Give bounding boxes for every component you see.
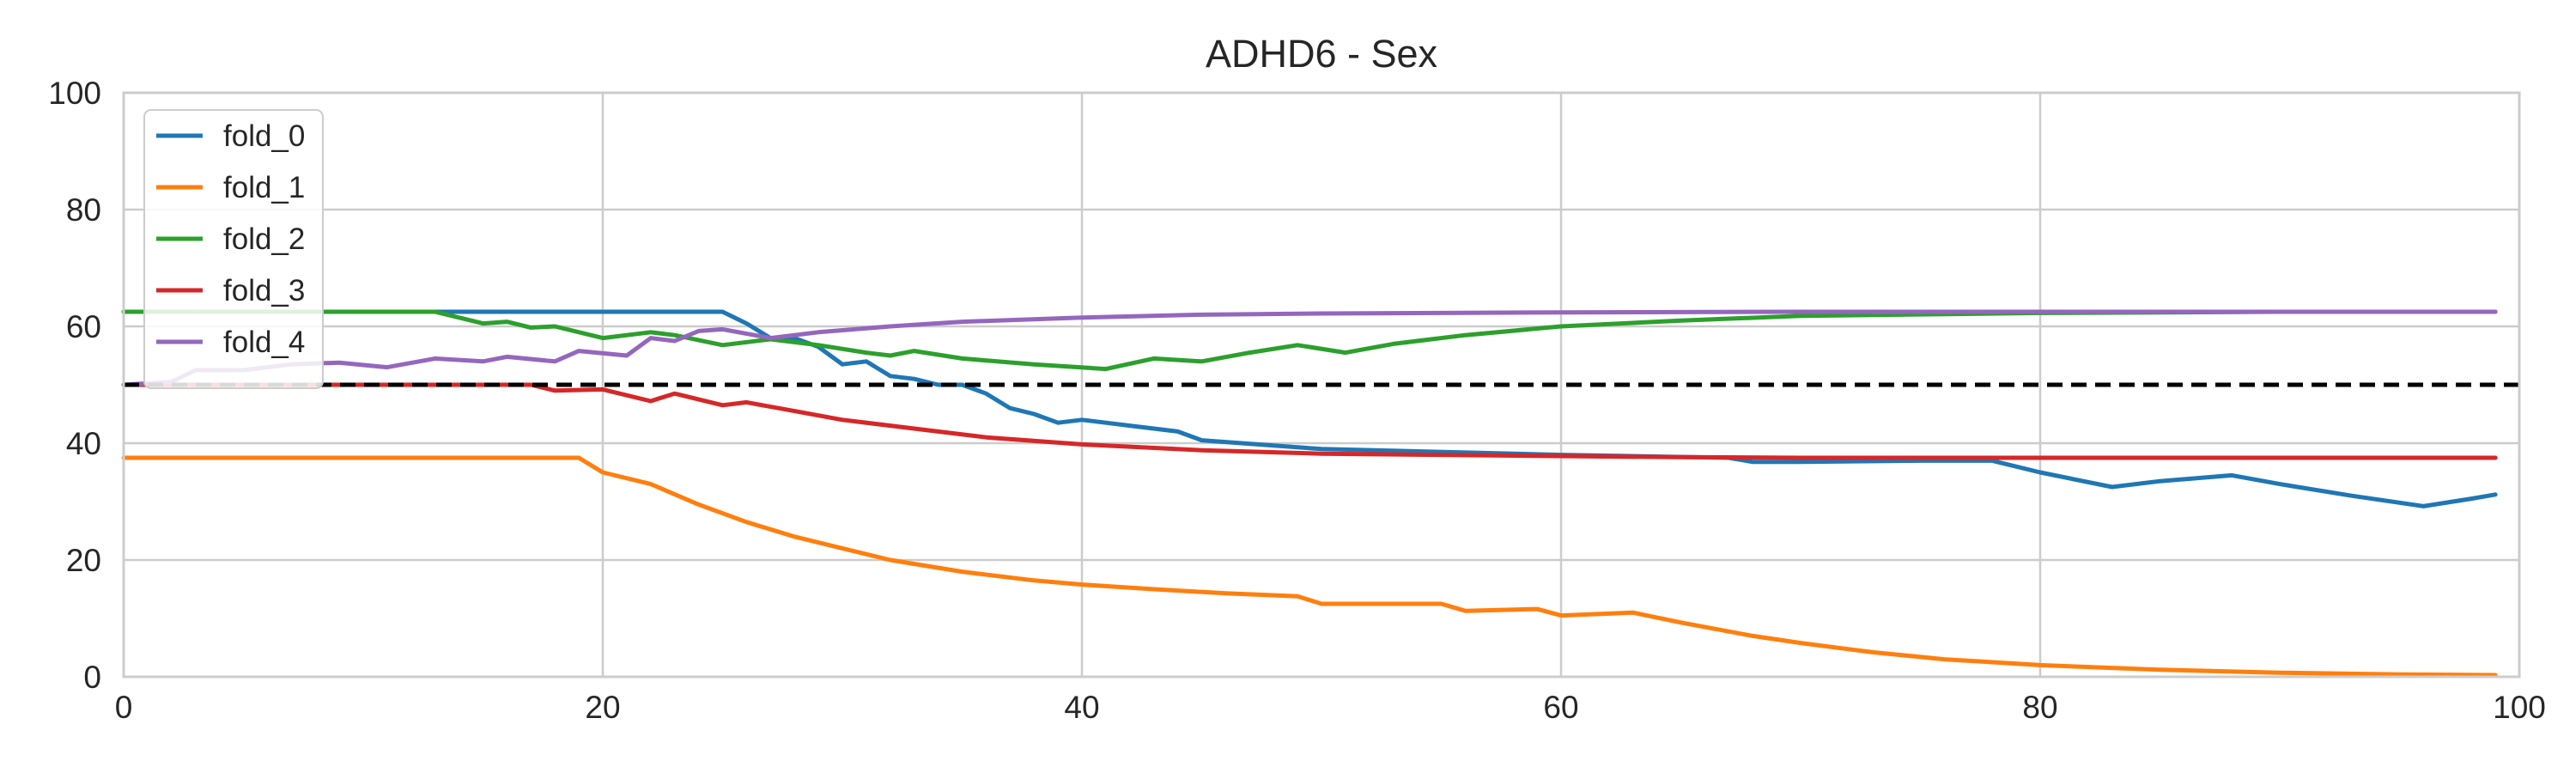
series-line-fold-3 <box>121 382 2498 460</box>
y-tick-label: 80 <box>66 192 101 228</box>
series-line-fold-1 <box>121 455 2498 678</box>
x-tick-labels: 0 20 40 60 80 100 <box>115 690 2546 725</box>
y-tick-label: 60 <box>66 309 101 344</box>
x-tick-label: 60 <box>1543 690 1578 725</box>
chart-title: ADHD6 - Sex <box>1206 32 1438 76</box>
x-tick-label: 0 <box>115 690 133 725</box>
legend-label: fold_0 <box>223 119 305 153</box>
y-tick-label: 20 <box>66 543 101 578</box>
x-tick-label: 80 <box>2022 690 2057 725</box>
legend: fold_0 fold_1 fold_2 fold_3 fold_4 <box>143 109 324 389</box>
legend-label: fold_4 <box>223 326 305 359</box>
x-tick-label: 40 <box>1064 690 1099 725</box>
x-tick-label: 20 <box>585 690 620 725</box>
y-tick-labels: 0 20 40 60 80 100 <box>48 76 101 695</box>
series-group <box>121 309 2519 678</box>
plot-frame <box>122 91 2521 679</box>
y-tick-label: 0 <box>83 660 101 695</box>
y-tick-label: 40 <box>66 426 101 461</box>
legend-label: fold_1 <box>223 171 305 204</box>
series-line-fold-2 <box>121 309 2498 372</box>
legend-label: fold_2 <box>223 222 305 256</box>
legend-label: fold_3 <box>223 274 305 307</box>
y-tick-label: 100 <box>48 76 101 111</box>
x-tick-label: 100 <box>2493 690 2546 725</box>
legend-box <box>143 109 324 389</box>
